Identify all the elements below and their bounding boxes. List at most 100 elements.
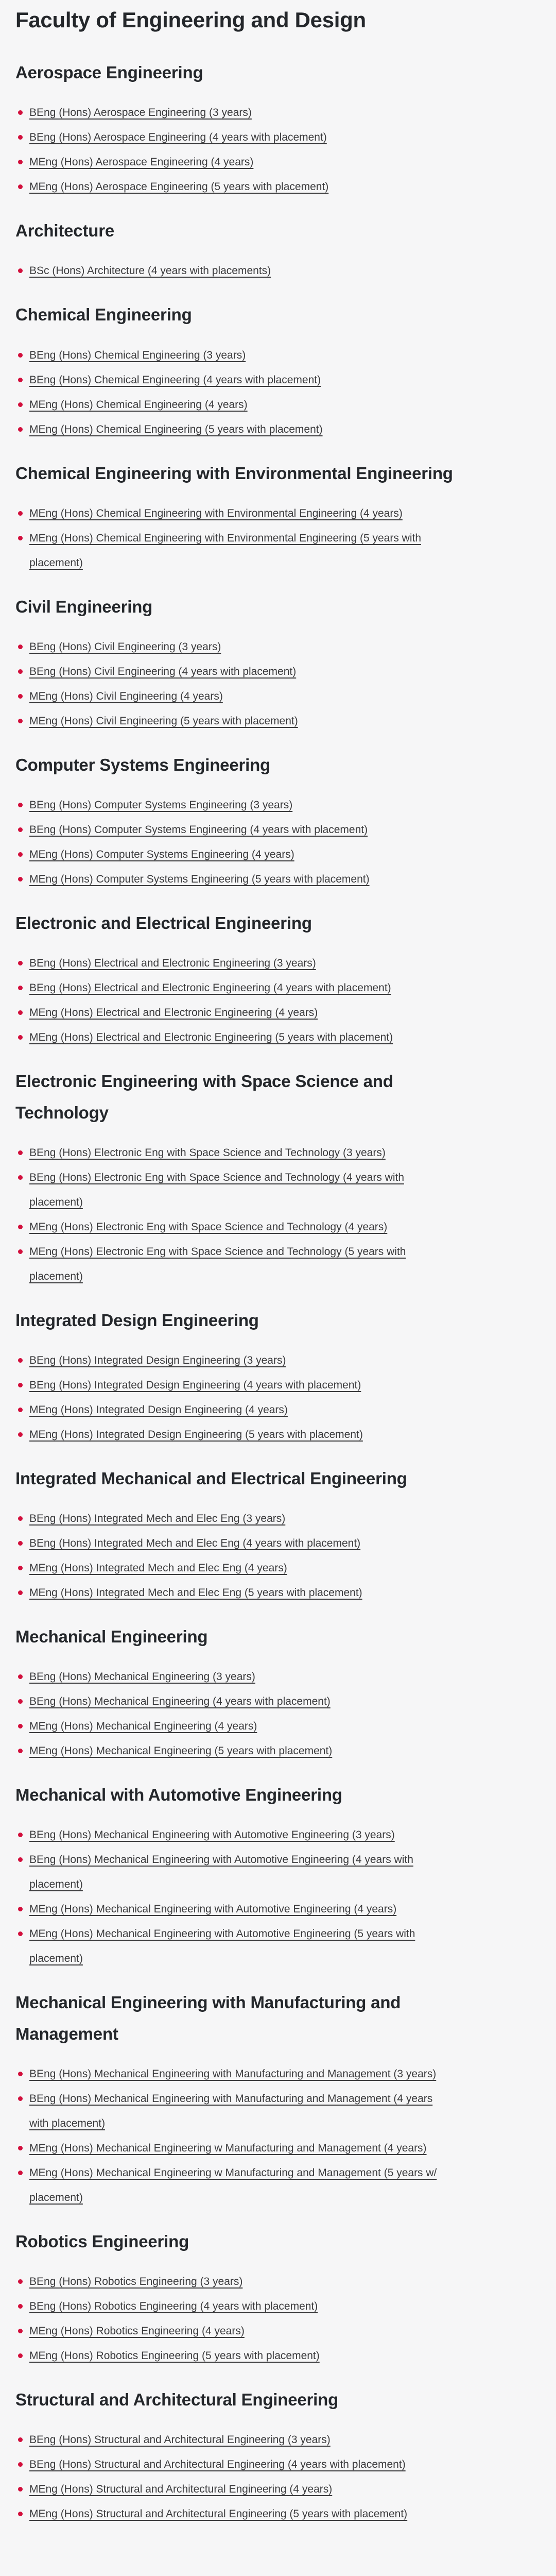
programme-link[interactable]: BEng (Hons) Integrated Mech and Elec Eng… xyxy=(29,1512,286,1524)
section-heading: Aerospace Engineering xyxy=(15,63,203,82)
section-heading: Mechanical Engineering with Manufacturin… xyxy=(15,1993,401,2044)
programme-list-item: BEng (Hons) Mechanical Engineering with … xyxy=(15,1848,441,1897)
programme-link[interactable]: MEng (Hons) Integrated Mech and Elec Eng… xyxy=(29,1562,287,1574)
programme-list-item: BEng (Hons) Structural and Architectural… xyxy=(15,2452,441,2477)
programme-link[interactable]: BEng (Hons) Aerospace Engineering (3 yea… xyxy=(29,107,252,119)
programme-list-item: BEng (Hons) Integrated Design Engineerin… xyxy=(15,1348,441,1373)
section-heading: Mechanical with Automotive Engineering xyxy=(15,1785,342,1804)
programme-link[interactable]: BEng (Hons) Civil Engineering (3 years) xyxy=(29,640,221,653)
programme-link[interactable]: MEng (Hons) Integrated Design Engineerin… xyxy=(29,1403,288,1416)
faculty-section: Civil Engineering BEng (Hons) Civil Engi… xyxy=(15,591,546,734)
programme-link[interactable]: MEng (Hons) Robotics Engineering (4 year… xyxy=(29,2325,245,2337)
programme-link[interactable]: MEng (Hons) Electrical and Electronic En… xyxy=(29,1031,393,1043)
programme-list: BEng (Hons) Robotics Engineering (3 year… xyxy=(15,2269,546,2368)
programme-link[interactable]: MEng (Hons) Electrical and Electronic En… xyxy=(29,1006,318,1019)
programme-list-item: BEng (Hons) Civil Engineering (3 years) xyxy=(15,635,441,659)
programme-link[interactable]: MEng (Hons) Mechanical Engineering with … xyxy=(29,1903,397,1915)
programme-link[interactable]: BEng (Hons) Mechanical Engineering with … xyxy=(29,2068,437,2080)
programme-list-item: BEng (Hons) Robotics Engineering (4 year… xyxy=(15,2294,441,2319)
programme-link[interactable]: BEng (Hons) Structural and Architectural… xyxy=(29,2434,331,2446)
programme-link[interactable]: MEng (Hons) Chemical Engineering with En… xyxy=(29,507,403,519)
programme-link[interactable]: BEng (Hons) Mechanical Engineering with … xyxy=(29,1854,413,1890)
programme-link[interactable]: MEng (Hons) Computer Systems Engineering… xyxy=(29,873,370,885)
faculty-section: Electronic and Electrical Engineering BE… xyxy=(15,907,546,1050)
faculty-section: Robotics Engineering BEng (Hons) Robotic… xyxy=(15,2226,546,2368)
programme-link[interactable]: MEng (Hons) Civil Engineering (4 years) xyxy=(29,690,223,702)
programme-link[interactable]: MEng (Hons) Mechanical Engineering (4 ye… xyxy=(29,1720,257,1732)
programme-link[interactable]: BEng (Hons) Electrical and Electronic En… xyxy=(29,981,391,994)
faculty-section: Electronic Engineering with Space Scienc… xyxy=(15,1065,546,1289)
programme-link[interactable]: MEng (Hons) Electronic Eng with Space Sc… xyxy=(29,1245,406,1282)
programme-link[interactable]: MEng (Hons) Mechanical Engineering (5 ye… xyxy=(29,1744,333,1757)
programme-list: MEng (Hons) Chemical Engineering with En… xyxy=(15,501,546,575)
programme-list: BEng (Hons) Integrated Design Engineerin… xyxy=(15,1348,546,1447)
programme-list-item: BEng (Hons) Electronic Eng with Space Sc… xyxy=(15,1141,441,1165)
programme-list-item: BEng (Hons) Integrated Design Engineerin… xyxy=(15,1373,441,1398)
sections-container: Aerospace Engineering BEng (Hons) Aerosp… xyxy=(15,57,546,2527)
programme-link[interactable]: BEng (Hons) Mechanical Engineering (3 ye… xyxy=(29,1670,255,1683)
programme-link[interactable]: MEng (Hons) Mechanical Engineering w Man… xyxy=(29,2142,427,2155)
programme-list-item: MEng (Hons) Mechanical Engineering (4 ye… xyxy=(15,1714,441,1739)
programme-link[interactable]: MEng (Hons) Chemical Engineering (4 year… xyxy=(29,398,248,411)
programme-link[interactable]: BEng (Hons) Mechanical Engineering (4 ye… xyxy=(29,1695,331,1707)
programme-list-item: MEng (Hons) Computer Systems Engineering… xyxy=(15,842,441,867)
programme-link[interactable]: BEng (Hons) Computer Systems Engineering… xyxy=(29,799,293,811)
programme-list-item: MEng (Hons) Electrical and Electronic En… xyxy=(15,1025,441,1050)
programme-list-item: MEng (Hons) Structural and Architectural… xyxy=(15,2502,441,2527)
section-heading: Computer Systems Engineering xyxy=(15,755,271,774)
programme-link[interactable]: BEng (Hons) Mechanical Engineering with … xyxy=(29,2093,433,2130)
programme-link[interactable]: MEng (Hons) Computer Systems Engineering… xyxy=(29,848,294,860)
programme-link[interactable]: BEng (Hons) Mechanical Engineering with … xyxy=(29,1829,395,1841)
programme-link[interactable]: BEng (Hons) Integrated Mech and Elec Eng… xyxy=(29,1537,361,1549)
faculty-section: Computer Systems Engineering BEng (Hons)… xyxy=(15,749,546,892)
programme-link[interactable]: BEng (Hons) Robotics Engineering (3 year… xyxy=(29,2276,243,2288)
programme-link[interactable]: MEng (Hons) Integrated Mech and Elec Eng… xyxy=(29,1586,362,1599)
programme-link[interactable]: BEng (Hons) Chemical Engineering (3 year… xyxy=(29,349,246,361)
programme-list: BEng (Hons) Civil Engineering (3 years) … xyxy=(15,635,546,734)
programme-link[interactable]: MEng (Hons) Robotics Engineering (5 year… xyxy=(29,2350,320,2362)
programme-link[interactable]: MEng (Hons) Integrated Design Engineerin… xyxy=(29,1428,363,1440)
programme-link[interactable]: MEng (Hons) Civil Engineering (5 years w… xyxy=(29,715,298,727)
programme-link[interactable]: MEng (Hons) Chemical Engineering with En… xyxy=(29,532,422,569)
section-heading: Integrated Design Engineering xyxy=(15,1310,259,1330)
programme-link[interactable]: BEng (Hons) Electronic Eng with Space Sc… xyxy=(29,1146,386,1159)
programme-link[interactable]: BEng (Hons) Integrated Design Engineerin… xyxy=(29,1379,361,1391)
programme-link[interactable]: BEng (Hons) Integrated Design Engineerin… xyxy=(29,1354,286,1366)
programme-list: BEng (Hons) Electronic Eng with Space Sc… xyxy=(15,1141,546,1289)
programme-link[interactable]: MEng (Hons) Mechanical Engineering with … xyxy=(29,1928,415,1964)
programme-link[interactable]: MEng (Hons) Aerospace Engineering (5 yea… xyxy=(29,181,329,193)
programme-list-item: MEng (Hons) Civil Engineering (4 years) xyxy=(15,684,441,709)
programme-link[interactable]: MEng (Hons) Electronic Eng with Space Sc… xyxy=(29,1221,388,1233)
faculty-section: Mechanical Engineering BEng (Hons) Mecha… xyxy=(15,1621,546,1764)
programme-link[interactable]: BEng (Hons) Civil Engineering (4 years w… xyxy=(29,665,297,677)
programme-link[interactable]: MEng (Hons) Structural and Architectural… xyxy=(29,2483,333,2496)
programme-link[interactable]: MEng (Hons) Mechanical Engineering w Man… xyxy=(29,2167,437,2204)
programme-list-item: BEng (Hons) Robotics Engineering (3 year… xyxy=(15,2269,441,2294)
programme-list-item: MEng (Hons) Integrated Mech and Elec Eng… xyxy=(15,1556,441,1581)
programme-list-item: BEng (Hons) Civil Engineering (4 years w… xyxy=(15,659,441,684)
programme-link[interactable]: BEng (Hons) Structural and Architectural… xyxy=(29,2459,406,2471)
programme-list-item: MEng (Hons) Integrated Design Engineerin… xyxy=(15,1422,441,1447)
programme-link[interactable]: BEng (Hons) Electrical and Electronic En… xyxy=(29,957,316,969)
programme-link[interactable]: BEng (Hons) Aerospace Engineering (4 yea… xyxy=(29,131,327,144)
programme-link[interactable]: MEng (Hons) Aerospace Engineering (4 yea… xyxy=(29,156,254,168)
programme-link[interactable]: MEng (Hons) Chemical Engineering (5 year… xyxy=(29,423,323,435)
programme-link[interactable]: BEng (Hons) Robotics Engineering (4 year… xyxy=(29,2300,318,2313)
programme-list-item: MEng (Hons) Civil Engineering (5 years w… xyxy=(15,709,441,734)
programme-list: BEng (Hons) Computer Systems Engineering… xyxy=(15,793,546,892)
programme-link[interactable]: MEng (Hons) Structural and Architectural… xyxy=(29,2508,408,2520)
programme-link[interactable]: BEng (Hons) Chemical Engineering (4 year… xyxy=(29,374,321,386)
programme-link[interactable]: BSc (Hons) Architecture (4 years with pl… xyxy=(29,265,271,277)
programme-list-item: MEng (Hons) Mechanical Engineering (5 ye… xyxy=(15,1739,441,1764)
section-heading: Chemical Engineering with Environmental … xyxy=(15,463,453,483)
programme-list-item: MEng (Hons) Computer Systems Engineering… xyxy=(15,867,441,892)
page-title: Faculty of Engineering and Design xyxy=(15,8,366,32)
faculty-section: Integrated Design Engineering BEng (Hons… xyxy=(15,1304,546,1447)
programme-list-item: BEng (Hons) Computer Systems Engineering… xyxy=(15,818,441,842)
programme-list-item: MEng (Hons) Mechanical Engineering with … xyxy=(15,1922,441,1971)
programme-link[interactable]: BEng (Hons) Computer Systems Engineering… xyxy=(29,823,368,836)
programme-list-item: BEng (Hons) Mechanical Engineering (4 ye… xyxy=(15,1689,441,1714)
programme-list-item: MEng (Hons) Robotics Engineering (5 year… xyxy=(15,2344,441,2368)
programme-link[interactable]: BEng (Hons) Electronic Eng with Space Sc… xyxy=(29,1171,404,1208)
